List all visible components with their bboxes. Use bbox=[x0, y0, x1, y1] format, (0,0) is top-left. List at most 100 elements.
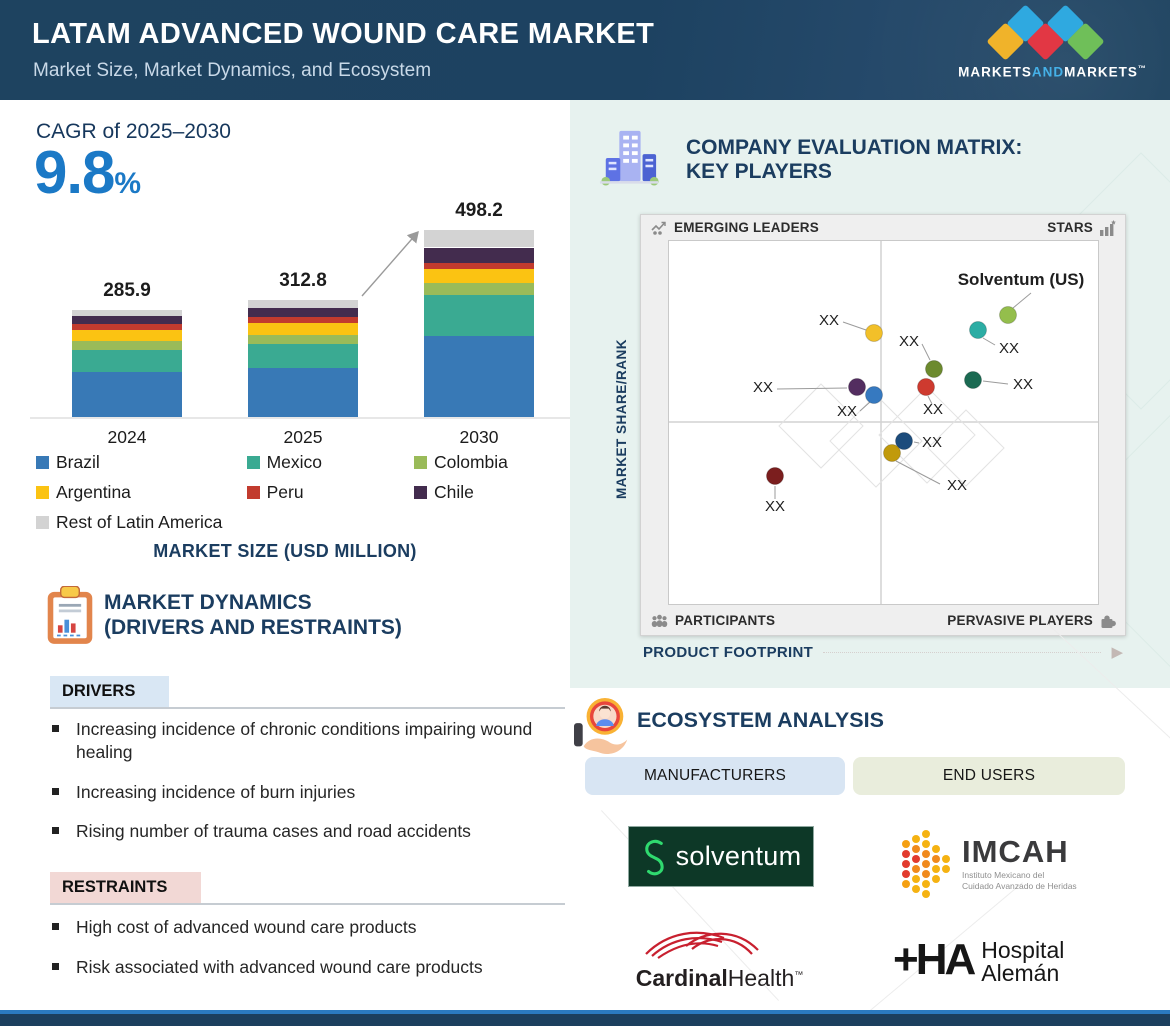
legend-item: Chile bbox=[413, 482, 576, 503]
bar-segment-chile bbox=[72, 316, 182, 324]
legend-swatch bbox=[36, 456, 49, 469]
quadrant-stars: STARS bbox=[1047, 219, 1116, 236]
legend-item: Colombia bbox=[413, 452, 576, 473]
chart-baseline bbox=[30, 417, 570, 419]
restraint-item: High cost of advanced wound care product… bbox=[50, 916, 565, 939]
imcah-wordmark: IMCAH bbox=[962, 833, 1069, 869]
x-axis-arrow-icon: ▶ bbox=[1111, 644, 1123, 661]
hospital-aleman-logo: +HA Hospital Alemán bbox=[893, 928, 1113, 992]
bar-segment-chile bbox=[424, 247, 534, 263]
restraints-list: High cost of advanced wound care product… bbox=[50, 916, 565, 996]
ha-mark: +HA bbox=[893, 935, 976, 984]
legend-item: Mexico bbox=[246, 452, 414, 473]
svg-text:XX: XX bbox=[947, 477, 967, 494]
quadrant-emerging-leaders: EMERGING LEADERS bbox=[650, 220, 819, 236]
imcah-tagline: Instituto Mexicano del Cuidado Avanzado … bbox=[962, 869, 1077, 891]
driver-item: Increasing incidence of burn injuries bbox=[50, 781, 565, 804]
hand-person-icon bbox=[574, 694, 632, 765]
x-axis-dotted-line bbox=[823, 651, 1102, 653]
logo-diamonds-icon bbox=[985, 4, 1116, 61]
bar-segment-colombia bbox=[248, 334, 358, 345]
bar-segment-argentina bbox=[72, 330, 182, 341]
bar-segment-mexico bbox=[248, 344, 358, 368]
bar-segment-mexico bbox=[72, 349, 182, 372]
drivers-tab: DRIVERS bbox=[50, 676, 170, 707]
market-dynamics-title-line1: MARKET DYNAMICS bbox=[104, 591, 312, 614]
bar-segment-peru bbox=[248, 316, 358, 324]
matrix-x-axis-label: PRODUCT FOOTPRINT bbox=[643, 643, 814, 661]
bar-category-label: 2030 bbox=[459, 427, 499, 447]
bar-segment-brazil bbox=[424, 336, 534, 417]
tab-end-users[interactable]: END USERS bbox=[853, 757, 1125, 795]
bars-star-icon bbox=[1100, 219, 1116, 236]
trend-people-icon bbox=[651, 221, 666, 235]
bar-segment-peru bbox=[72, 323, 182, 331]
bar-chart-axis-title: MARKET SIZE (USD MILLION) bbox=[153, 541, 417, 561]
cardinal-wings-icon bbox=[645, 931, 759, 959]
puzzle-icon bbox=[1101, 615, 1116, 628]
chart-legend: Brazil Mexico Colombia Argentina Peru Chile Re… bbox=[36, 452, 576, 533]
marketsandmarkets-logo: MARKETSANDMARKETS™ bbox=[945, 4, 1160, 80]
bar-segment-peru bbox=[424, 262, 534, 269]
matrix-top-band: EMERGING LEADERS STARS bbox=[641, 215, 1125, 240]
market-size-bar-chart: 285.9 2024 312.8 2025 498.2 2030 bbox=[30, 195, 570, 457]
matrix-title: COMPANY EVALUATION MATRIX: KEY PLAYERS bbox=[686, 136, 1022, 184]
matrix-bottom-band: PARTICIPANTS PERVASIVE PLAYERS bbox=[641, 606, 1125, 635]
bar-segment-rest-of-latin-america bbox=[72, 309, 182, 317]
imcah-logo: IMCAH Instituto Mexicano del Cuidado Ava… bbox=[900, 820, 1110, 908]
legend-item: Argentina bbox=[36, 482, 247, 503]
bar-segment-colombia bbox=[424, 282, 534, 295]
restraints-header-row: RESTRAINTS bbox=[50, 872, 565, 905]
bar-category-label: 2024 bbox=[107, 427, 147, 447]
page-subtitle: Market Size, Market Dynamics, and Ecosys… bbox=[33, 60, 432, 81]
matrix-title-line1: COMPANY EVALUATION MATRIX: bbox=[686, 136, 1023, 159]
cardinal-health-logo: CardinalHealth™ bbox=[612, 922, 827, 996]
bar-segment-argentina bbox=[424, 268, 534, 283]
svg-text:XX: XX bbox=[753, 379, 773, 396]
people-group-icon bbox=[651, 614, 668, 627]
svg-text:XX: XX bbox=[837, 403, 857, 420]
restraint-item: Risk associated with advanced wound care… bbox=[50, 956, 565, 979]
legend-item: Rest of Latin America bbox=[36, 512, 247, 533]
solventum-logo: solventum bbox=[628, 826, 814, 887]
market-dynamics-title-line2: (DRIVERS AND RESTRAINTS) bbox=[104, 616, 402, 640]
footer-bar bbox=[0, 1010, 1170, 1026]
bar-segment-brazil bbox=[248, 367, 358, 417]
drivers-list: Increasing incidence of chronic conditio… bbox=[50, 718, 565, 860]
cagr-label: CAGR of 2025–2030 bbox=[36, 120, 231, 143]
legend-item: Peru bbox=[246, 482, 414, 503]
legend-swatch bbox=[246, 486, 260, 499]
header-banner: LATAM ADVANCED WOUND CARE MARKET Market … bbox=[0, 0, 1170, 100]
bar-segment-brazil bbox=[72, 371, 182, 417]
svg-text:XX: XX bbox=[819, 312, 839, 329]
driver-item: Increasing incidence of chronic conditio… bbox=[50, 718, 565, 764]
svg-text:XX: XX bbox=[999, 340, 1019, 357]
market-dynamics-title: MARKET DYNAMICS (DRIVERS AND RESTRAINTS) bbox=[104, 590, 402, 640]
svg-text:XX: XX bbox=[1013, 376, 1033, 393]
bar-segment-rest-of-latin-america bbox=[424, 230, 534, 248]
bar-segment-colombia bbox=[72, 340, 182, 350]
svg-text:XX: XX bbox=[922, 434, 942, 451]
legend-label: Argentina bbox=[56, 482, 131, 502]
svg-text:XX: XX bbox=[765, 498, 785, 515]
matrix-y-axis-label: MARKET SHARE/RANK bbox=[614, 339, 629, 499]
solventum-wordmark: solventum bbox=[675, 841, 802, 871]
cagr-value: 9.8% bbox=[34, 139, 141, 206]
cardinal-wordmark: CardinalHealth™ bbox=[635, 965, 804, 991]
solventum-s-icon bbox=[644, 839, 664, 875]
logo-wordmark: MARKETSANDMARKETS™ bbox=[958, 64, 1147, 80]
company-evaluation-matrix: EMERGING LEADERS STARS XX Solventum (US) X… bbox=[640, 214, 1126, 636]
tab-manufacturers[interactable]: MANUFACTURERS bbox=[585, 757, 845, 795]
legend-swatch bbox=[36, 486, 49, 499]
matrix-plot-svg: XX Solventum (US) XX XX XX XX XX XX XX XX XX bbox=[669, 241, 1098, 604]
bar-total-label: 312.8 bbox=[279, 269, 327, 291]
driver-item: Rising number of trauma cases and road a… bbox=[50, 820, 565, 843]
matrix-title-line2: KEY PLAYERS bbox=[686, 160, 832, 184]
legend-label: Rest of Latin America bbox=[56, 512, 223, 532]
quadrant-pervasive-players: PERVASIVE PLAYERS bbox=[947, 613, 1116, 629]
legend-swatch bbox=[246, 456, 260, 469]
legend-label: Brazil bbox=[56, 452, 100, 472]
clipboard-chart-icon bbox=[44, 585, 96, 651]
legend-label: Peru bbox=[266, 482, 304, 502]
